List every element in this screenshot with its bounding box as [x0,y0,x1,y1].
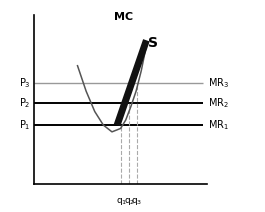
Text: MR$_3$: MR$_3$ [209,76,229,90]
Text: q$_1$: q$_1$ [116,196,127,207]
Text: P$_2$: P$_2$ [19,96,31,110]
Text: S: S [148,36,158,50]
Text: q$_3$: q$_3$ [131,196,143,207]
Text: MR$_2$: MR$_2$ [209,96,229,110]
Text: MR$_1$: MR$_1$ [209,118,229,132]
Text: P$_1$: P$_1$ [19,118,31,132]
Text: P$_3$: P$_3$ [19,76,31,90]
Text: S: S [149,38,159,52]
Text: MC: MC [114,12,133,22]
Text: q$_2$: q$_2$ [123,196,135,207]
